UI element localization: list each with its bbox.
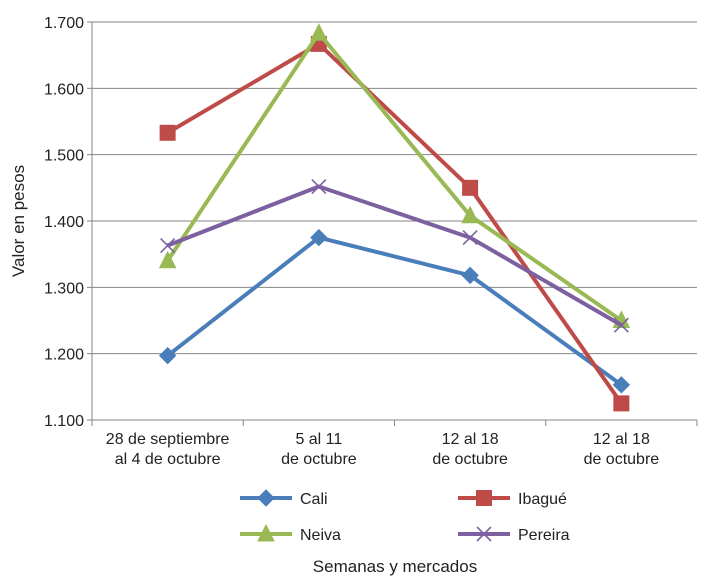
series-0 bbox=[158, 228, 631, 394]
marker-stroke bbox=[462, 230, 478, 246]
legend-label: Neiva bbox=[300, 527, 341, 544]
x-axis-title: Semanas y mercados bbox=[313, 557, 477, 576]
data-point bbox=[613, 395, 630, 412]
y-tick-label: 1.300 bbox=[44, 280, 84, 297]
data-point bbox=[160, 237, 176, 254]
data-point bbox=[310, 228, 328, 247]
data-point bbox=[461, 266, 479, 285]
y-tick-label: 1.600 bbox=[44, 81, 84, 98]
data-point bbox=[612, 376, 631, 394]
marker-stroke bbox=[476, 526, 492, 542]
legend-marker bbox=[476, 526, 492, 542]
y-tick-label: 1.100 bbox=[44, 413, 84, 430]
legend-entry: Neiva bbox=[240, 523, 341, 544]
series-line bbox=[166, 41, 624, 405]
data-point bbox=[158, 250, 177, 269]
series-group bbox=[158, 23, 631, 412]
legend-entry: Cali bbox=[240, 489, 328, 508]
y-axis-title: Valor en pesos bbox=[9, 165, 28, 277]
data-point bbox=[462, 179, 479, 196]
legend-label: Ibagué bbox=[518, 491, 567, 508]
x-tick-label: 5 al 11 de octubre bbox=[281, 431, 357, 468]
x-tick-label: 12 al 18 de octubre bbox=[584, 431, 660, 468]
x-tick-label: 28 de septiembre al 4 de octubre bbox=[106, 431, 230, 468]
data-point bbox=[159, 124, 176, 141]
legend-entry: Ibagué bbox=[458, 490, 567, 508]
series-2 bbox=[158, 23, 631, 328]
series-line bbox=[166, 235, 623, 387]
gridlines bbox=[92, 21, 697, 355]
data-point bbox=[462, 230, 478, 246]
legend-marker bbox=[257, 489, 275, 507]
axes bbox=[87, 21, 698, 426]
legend-entry: Pereira bbox=[458, 526, 570, 544]
legend: Cali Ibagué Neiva Pereira bbox=[240, 489, 570, 544]
data-point bbox=[310, 23, 328, 41]
y-tick-labels: 1.100 1.200 1.300 1.400 1.500 1.600 1.700 bbox=[44, 15, 84, 430]
series-1 bbox=[159, 35, 630, 412]
x-tick-labels: 28 de septiembre al 4 de octubre 5 al 11 de… bbox=[106, 431, 659, 468]
y-tick-label: 1.400 bbox=[44, 214, 84, 231]
data-point bbox=[461, 205, 479, 224]
data-point bbox=[613, 317, 629, 333]
legend-marker bbox=[257, 523, 275, 542]
marker-stroke bbox=[613, 317, 629, 333]
legend-marker bbox=[476, 490, 492, 506]
legend-label: Pereira bbox=[518, 527, 570, 544]
series-line bbox=[166, 184, 623, 327]
series-3 bbox=[160, 178, 629, 333]
y-tick-label: 1.700 bbox=[44, 15, 84, 32]
series-line bbox=[165, 31, 623, 323]
y-tick-label: 1.500 bbox=[44, 148, 84, 165]
marker-stroke bbox=[160, 237, 176, 254]
marker-stroke bbox=[311, 178, 327, 195]
legend-label: Cali bbox=[300, 491, 328, 508]
data-point bbox=[158, 346, 177, 365]
x-tick-label: 12 al 18 de octubre bbox=[432, 431, 508, 468]
y-tick-label: 1.200 bbox=[44, 347, 84, 364]
data-point bbox=[311, 178, 327, 195]
